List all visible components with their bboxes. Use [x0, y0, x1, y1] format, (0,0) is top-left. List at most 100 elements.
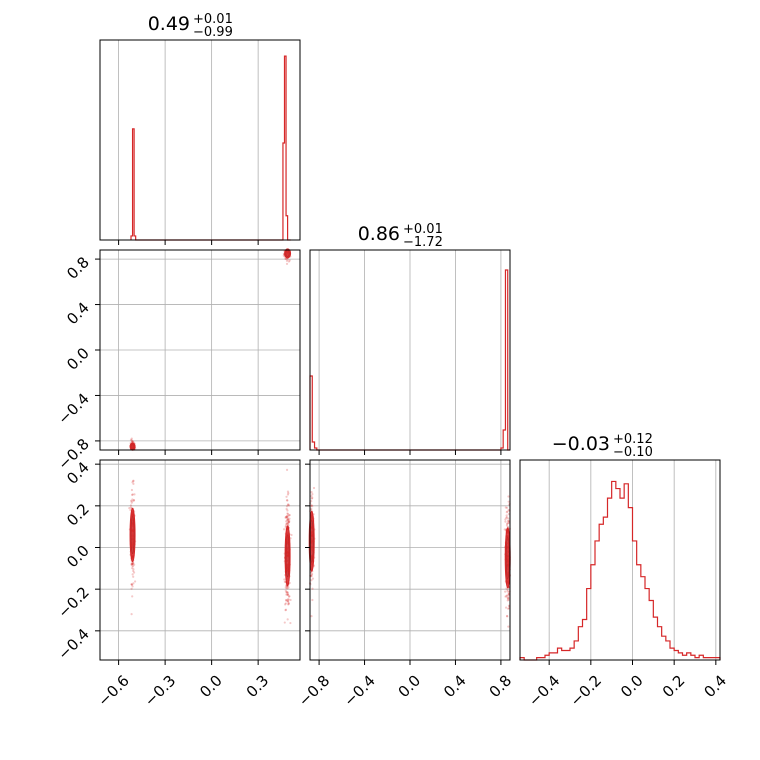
sample-point [505, 549, 509, 552]
sample-point [288, 253, 291, 256]
sample-point [132, 537, 135, 541]
density-contour [130, 515, 135, 555]
sample-point [506, 536, 510, 539]
x-tick-label: −0.2 [567, 672, 605, 710]
sample-point [131, 443, 134, 446]
sample-point [287, 571, 290, 575]
sample-point [285, 547, 288, 551]
sample-point [313, 537, 316, 540]
sample-point [310, 563, 314, 567]
sample-point [310, 557, 313, 560]
sample-point [310, 519, 313, 522]
sample-point [285, 515, 288, 518]
sample-point [311, 493, 314, 496]
sample-point [506, 565, 509, 568]
sample-point [286, 569, 289, 572]
sample-point [310, 538, 313, 541]
sample-point [286, 564, 289, 568]
sample-point [286, 522, 290, 525]
sample-point [285, 580, 288, 584]
sample-point [310, 516, 313, 520]
sample-point [506, 574, 509, 577]
sample-point [285, 557, 288, 560]
sample-point [287, 570, 290, 573]
sample-point [285, 520, 288, 523]
sample-point [506, 581, 510, 584]
sample-point [131, 511, 134, 514]
x-tick-label: −0.4 [525, 672, 563, 710]
sample-point [131, 531, 135, 534]
sample-point [507, 508, 510, 512]
sample-point [287, 572, 291, 575]
sample-point [506, 559, 509, 562]
panel-title-plus: +0.12 [613, 432, 653, 447]
sample-point [310, 540, 313, 543]
sample-point [286, 551, 289, 554]
sample-point [286, 534, 289, 537]
sample-point [131, 556, 134, 559]
sample-point [282, 252, 285, 255]
sample-point [131, 500, 134, 503]
sample-point [310, 547, 313, 550]
sample-point [313, 528, 316, 531]
sample-point [505, 556, 508, 560]
sample-point [287, 253, 290, 257]
sample-point [506, 529, 509, 533]
sample-point [310, 526, 313, 529]
sample-point [132, 521, 135, 524]
sample-point [286, 541, 289, 544]
sample-point [287, 253, 290, 256]
sample-point [285, 541, 288, 544]
y-tick-label: 0.0 [63, 542, 93, 572]
sample-point [310, 494, 313, 498]
sample-point [311, 540, 314, 543]
sample-point [284, 548, 287, 551]
sample-point [286, 566, 290, 569]
sample-point [286, 493, 290, 496]
sample-point [505, 528, 508, 531]
sample-point [505, 559, 509, 563]
sample-point [310, 555, 314, 559]
sample-point [132, 446, 135, 449]
sample-point [131, 513, 134, 516]
sample-point [287, 555, 290, 558]
sample-cluster-1 [282, 248, 292, 265]
sample-point [507, 576, 510, 579]
sample-point [131, 555, 134, 558]
sample-point [312, 513, 315, 516]
sample-point [507, 582, 510, 585]
sample-point [285, 535, 288, 539]
sample-point [132, 499, 136, 502]
sample-point [288, 595, 291, 598]
sample-point [130, 527, 133, 531]
sample-point [131, 443, 134, 446]
sample-point [311, 545, 314, 549]
sample-point [507, 537, 510, 540]
sample-point [285, 262, 289, 265]
sample-point [311, 577, 315, 580]
sample-point [129, 550, 132, 553]
sample-point [505, 570, 508, 573]
sample-point [288, 255, 291, 258]
sample-point [132, 511, 135, 515]
sample-point [286, 582, 289, 585]
sample-point [286, 527, 289, 530]
sample-point [507, 550, 510, 554]
sample-point [131, 566, 134, 570]
sample-point [131, 534, 134, 537]
sample-point [132, 520, 135, 523]
sample-point [130, 528, 134, 531]
sample-point [129, 442, 132, 445]
sample-point [506, 551, 509, 555]
x-tick-label: 0.0 [196, 672, 226, 702]
density-contour [505, 536, 510, 580]
sample-point [286, 591, 289, 594]
sample-point [287, 544, 291, 547]
sample-point [285, 468, 289, 471]
sample-point [131, 551, 134, 554]
density-contour [285, 534, 290, 578]
sample-point [286, 557, 289, 560]
sample-point [311, 570, 314, 573]
sample-point [132, 441, 135, 444]
sample-point [130, 544, 133, 547]
